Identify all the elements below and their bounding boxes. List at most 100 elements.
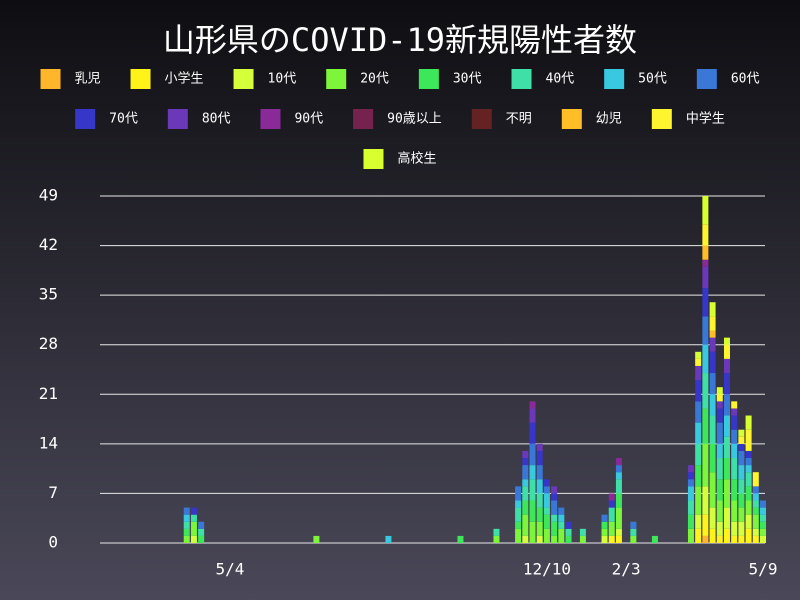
bar-segment [709,415,716,444]
y-tick-label: 42 [39,235,58,254]
bar-segment [190,521,197,536]
bar-segment [183,535,190,543]
bar-segment [579,528,586,536]
legend-label: 不明 [506,112,532,127]
bar-segment [709,351,716,374]
legend-swatch [511,69,532,89]
bar-segment [723,415,730,437]
legend-swatch [75,109,96,129]
bar-segment [716,521,723,536]
bar-segment [543,514,550,529]
legend-label: 30代 [453,72,482,87]
bar-segment [536,521,543,536]
bar-segment [702,408,709,444]
bar-segment [760,507,766,515]
bar-segment [760,521,766,529]
bar-segment [687,528,694,543]
bar-segment [608,535,615,543]
bar-segment [529,521,536,543]
legend-swatch [353,109,374,129]
legend-item: 小学生 [130,69,204,89]
legend-swatch [561,109,582,129]
bar-segment [198,528,205,536]
bar-segment [738,507,745,522]
legend-item: 40代 [511,69,574,89]
bar-segment [522,486,529,501]
bar-segment [558,514,565,522]
bar-segment [522,465,529,480]
bar-segment [551,514,558,522]
bar-segment [709,507,716,529]
bar-segment [702,266,709,289]
bar-segment [745,429,752,451]
bar-segment [723,479,730,508]
bar-segment [695,401,702,423]
bar-segment [551,521,558,536]
bar-segment [543,507,550,515]
bar-segment [515,486,522,501]
legend-swatch [326,69,347,89]
bar-segment [543,528,550,543]
bar-segment [615,465,622,473]
bar-segment [702,486,709,515]
bar-segment [702,443,709,487]
grid: 0 7 14 21 28 35 42 49 5/4 12/10 2/3 5/9 [39,186,778,579]
bar-segment [752,500,759,508]
x-tick-label: 5/9 [749,560,778,579]
bar-segment [695,422,702,444]
bar-segment [745,528,752,543]
legend-swatch [651,109,672,129]
bar-segment [723,436,730,459]
legend-label: 乳児 [75,72,101,87]
bar-segment [558,507,565,515]
bar-segment [760,500,766,508]
y-tick-label: 21 [39,384,58,403]
bar-segment [601,528,608,536]
bar-segment [745,465,752,473]
bar-segment [723,507,730,529]
bar-segment [695,465,702,487]
bar-segment [738,450,745,466]
bar-segment [551,486,558,494]
bar-segment [760,535,766,543]
bar-segment [723,528,730,543]
bar-segment [702,259,709,267]
bar-segment [536,479,543,494]
legend-item: 幼児 [561,109,622,129]
legend-swatch [40,69,61,89]
bar-segment [615,479,622,494]
bar-segment [709,337,716,352]
bar-segment [709,394,716,416]
bar-segment [615,528,622,536]
bar-segment [608,500,615,508]
bar-segment [630,528,637,536]
bar-segment [608,493,615,501]
bar-segment [745,450,752,459]
bar-segment [183,507,190,515]
bar-segment [522,458,529,466]
bar-segment [183,514,190,522]
legend-item: 50代 [604,69,667,89]
bar-segment [738,429,745,437]
bar-segment [702,245,709,260]
bar-segment [752,514,759,529]
bar-segment [745,500,752,515]
bar-segment [731,479,738,501]
legend-swatch [363,149,384,169]
legend-item: 70代 [75,109,138,129]
bar-segment [198,521,205,529]
bar-segment [198,535,205,543]
legend-label: 50代 [638,72,667,87]
bar-segment [536,535,543,543]
bar-segment [579,535,586,543]
bar-segment [615,472,622,480]
y-tick-label: 7 [48,483,58,502]
legend-label: 高校生 [397,151,436,167]
bar-segment [522,450,529,459]
legend-label: 中学生 [686,111,725,127]
legend-item: 90歳以上 [353,109,442,129]
bar-segment [515,528,522,543]
chart-title: 山形県のCOVID-19新規陽性者数 [163,21,637,59]
bar-segment [745,415,752,430]
